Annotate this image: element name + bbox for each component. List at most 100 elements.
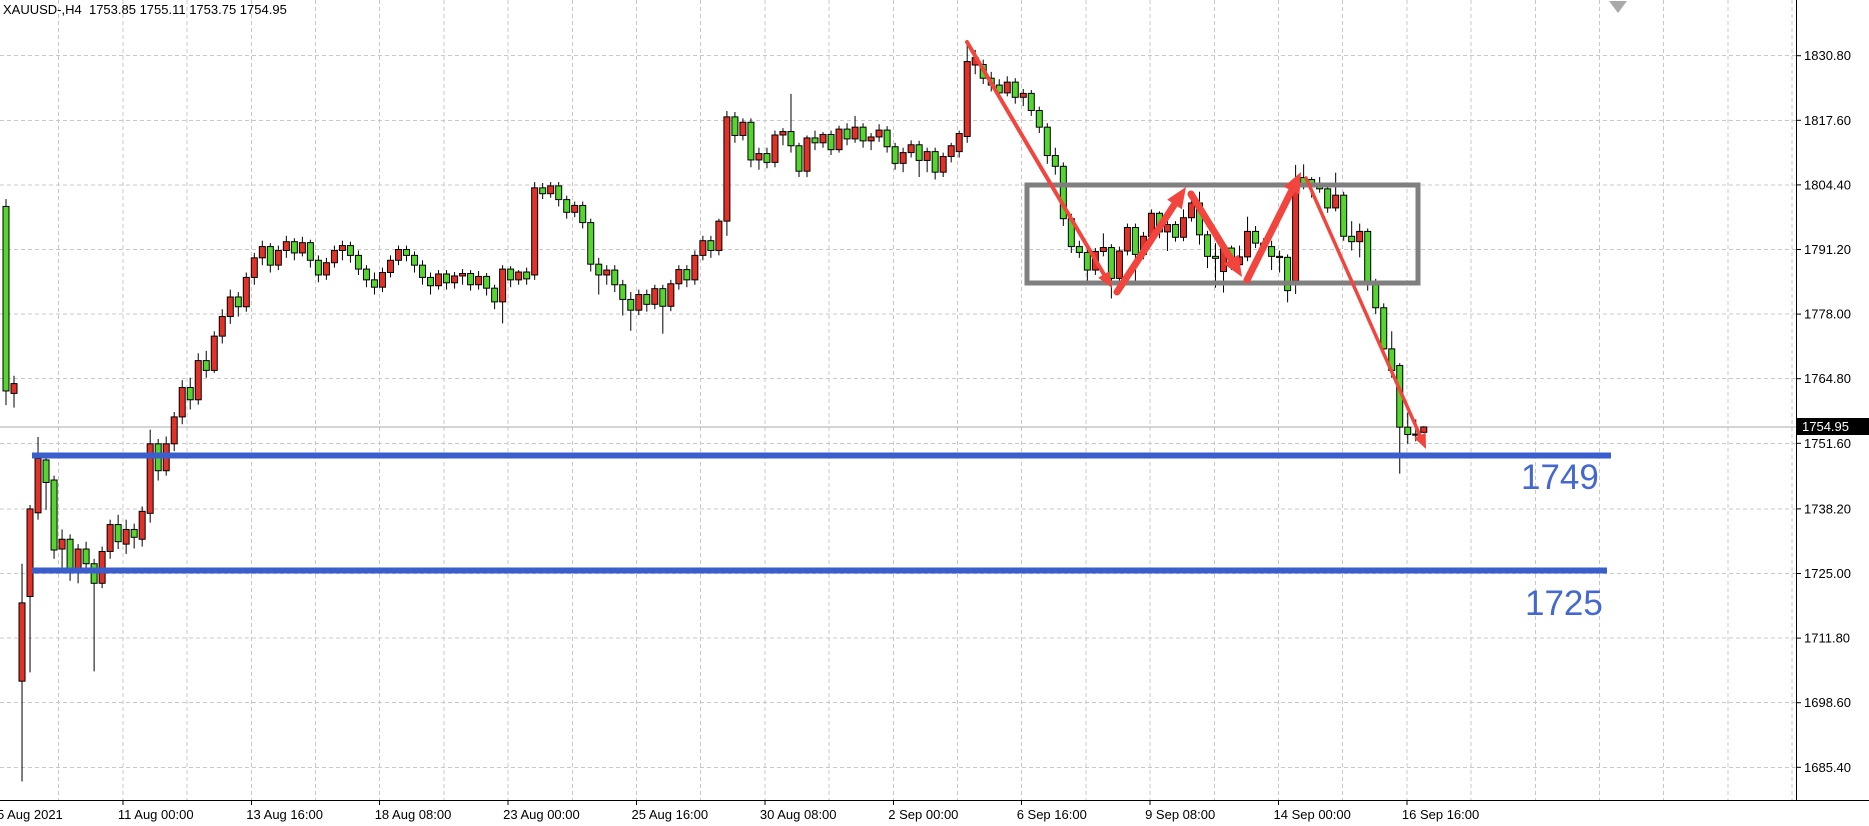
candle[interactable]	[539, 182, 547, 200]
candle[interactable]	[435, 270, 443, 290]
candle[interactable]	[619, 279, 627, 316]
candle[interactable]	[1099, 233, 1107, 257]
candle[interactable]	[603, 265, 611, 285]
candle[interactable]	[1332, 172, 1340, 212]
candle[interactable]	[1035, 106, 1043, 134]
candle[interactable]	[178, 380, 186, 425]
candle[interactable]	[459, 269, 467, 285]
candle[interactable]	[154, 438, 162, 481]
candle[interactable]	[282, 235, 290, 258]
candle[interactable]	[963, 40, 971, 143]
candle[interactable]	[403, 245, 410, 262]
candle[interactable]	[531, 181, 539, 280]
candle[interactable]	[1059, 162, 1067, 227]
candle[interactable]	[18, 563, 26, 782]
candle[interactable]	[370, 272, 378, 295]
candle[interactable]	[394, 245, 402, 266]
candle[interactable]	[443, 270, 451, 290]
candle[interactable]	[322, 257, 330, 280]
candle[interactable]	[290, 238, 298, 261]
candle[interactable]	[1324, 184, 1332, 213]
candle[interactable]	[1083, 248, 1091, 284]
candle[interactable]	[314, 255, 322, 283]
candle[interactable]	[346, 241, 354, 263]
candle[interactable]	[891, 142, 899, 170]
candle[interactable]	[1356, 223, 1364, 258]
candle[interactable]	[851, 115, 859, 143]
candle[interactable]	[1003, 76, 1011, 97]
candle[interactable]	[683, 265, 691, 288]
candle[interactable]	[1075, 240, 1083, 258]
candle[interactable]	[1380, 303, 1388, 355]
candle[interactable]	[915, 140, 923, 178]
candle[interactable]	[747, 118, 755, 168]
candle[interactable]	[26, 504, 34, 673]
candle[interactable]	[883, 126, 891, 153]
candle[interactable]	[34, 436, 42, 520]
candle[interactable]	[771, 130, 779, 168]
candle[interactable]	[202, 350, 210, 378]
candle[interactable]	[106, 519, 114, 559]
candle[interactable]	[467, 270, 475, 291]
candle[interactable]	[1212, 243, 1220, 288]
candle[interactable]	[266, 243, 274, 273]
candle[interactable]	[1019, 88, 1027, 107]
candle[interactable]	[1420, 426, 1428, 433]
candle[interactable]	[699, 235, 707, 261]
trend-arrow-1[interactable]	[965, 40, 1112, 288]
candle[interactable]	[515, 270, 523, 285]
candle[interactable]	[114, 514, 122, 550]
candle[interactable]	[411, 251, 419, 273]
trend-arrow-3[interactable]	[1187, 190, 1242, 277]
candle[interactable]	[1284, 254, 1292, 303]
candle[interactable]	[635, 289, 643, 316]
candle[interactable]	[571, 201, 579, 218]
candle[interactable]	[731, 111, 739, 143]
candle[interactable]	[1171, 221, 1179, 242]
candle[interactable]	[250, 252, 258, 285]
candle[interactable]	[242, 272, 250, 312]
candle[interactable]	[555, 181, 563, 207]
candle[interactable]	[875, 124, 883, 142]
candle[interactable]	[811, 130, 819, 151]
candle[interactable]	[955, 130, 963, 158]
candle[interactable]	[1348, 221, 1356, 251]
candle[interactable]	[939, 152, 947, 178]
candle[interactable]	[354, 250, 362, 275]
candle[interactable]	[1244, 216, 1252, 262]
candle[interactable]	[499, 265, 507, 324]
candle[interactable]	[859, 123, 867, 148]
support-level-label-1749[interactable]: 1749	[1521, 458, 1599, 497]
candle[interactable]	[306, 239, 314, 268]
candle[interactable]	[787, 93, 795, 153]
candle[interactable]	[579, 201, 587, 229]
candle[interactable]	[186, 377, 194, 410]
candle[interactable]	[1204, 230, 1211, 269]
candle[interactable]	[715, 218, 723, 256]
candle[interactable]	[1252, 226, 1260, 249]
candle[interactable]	[595, 257, 603, 295]
candle[interactable]	[587, 218, 595, 272]
candle[interactable]	[1043, 123, 1051, 164]
candle[interactable]	[611, 265, 619, 293]
candle[interactable]	[170, 411, 178, 452]
candle[interactable]	[1115, 246, 1123, 283]
candle[interactable]	[867, 133, 875, 151]
candle[interactable]	[795, 142, 803, 178]
candle[interactable]	[1163, 218, 1171, 251]
candle[interactable]	[1027, 89, 1035, 116]
candle[interactable]	[10, 375, 18, 408]
candle[interactable]	[50, 475, 58, 559]
candle[interactable]	[627, 292, 635, 331]
candle[interactable]	[899, 147, 907, 173]
candle[interactable]	[130, 523, 138, 549]
candle[interactable]	[923, 147, 931, 173]
trend-arrow-2[interactable]	[1113, 187, 1186, 296]
candle[interactable]	[723, 111, 731, 236]
candle[interactable]	[1276, 250, 1284, 273]
candle[interactable]	[194, 353, 202, 405]
candle[interactable]	[643, 289, 651, 312]
trend-arrow-4[interactable]	[1243, 172, 1301, 284]
support-level-label-1725[interactable]: 1725	[1525, 584, 1603, 623]
candle[interactable]	[58, 529, 66, 569]
